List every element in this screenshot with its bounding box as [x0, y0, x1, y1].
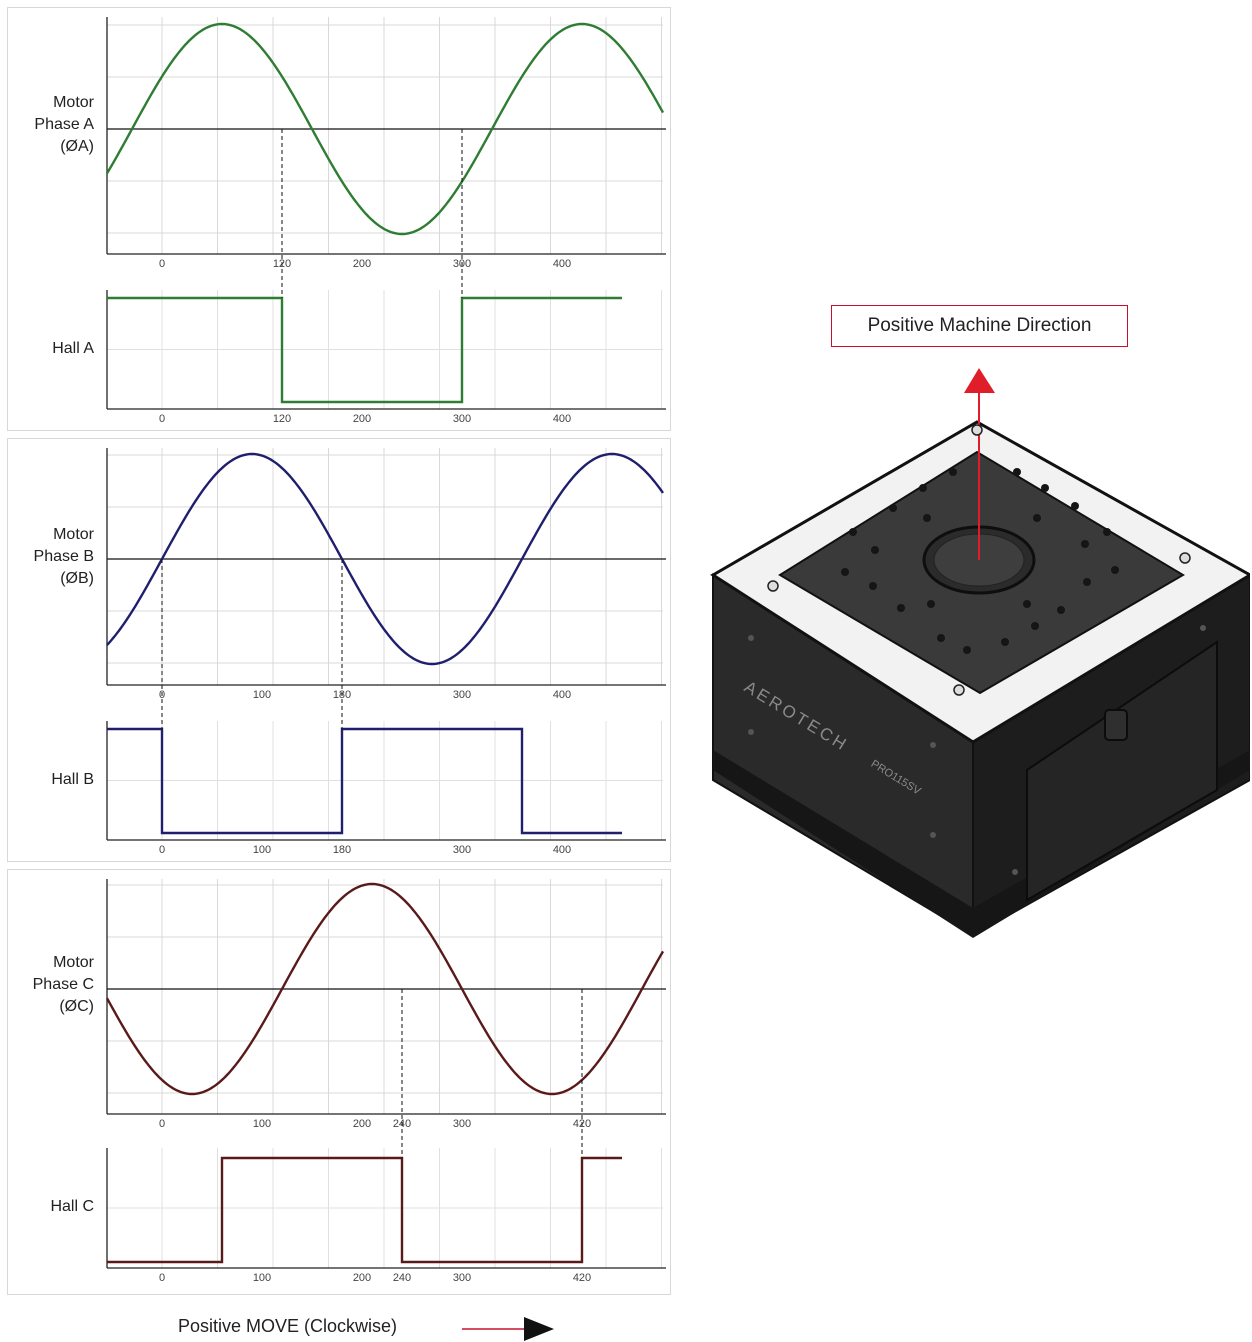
phase-c-panel: Motor Phase C (ØC) Hall C 0 100 200 240 300 4…	[7, 869, 671, 1295]
hall-tick-label: 300	[453, 413, 471, 425]
hall-a-label: Hall A	[52, 340, 94, 357]
phase-tick-label: 0	[159, 1118, 165, 1130]
phase-tick-label: 200	[353, 258, 371, 270]
phase-tick-label: 300	[453, 1118, 471, 1130]
hall-tick-label: 0	[159, 844, 165, 856]
phase-tick-label: 400	[553, 258, 571, 270]
hall-tick-label: 300	[453, 844, 471, 856]
hall-grid	[107, 290, 663, 409]
phase-tick-label: 200	[353, 1118, 371, 1130]
phase-waveform-c	[105, 882, 665, 1096]
hall-tick-label: 100	[253, 844, 271, 856]
hall-tick-label: 100	[253, 1272, 271, 1284]
phase-tick-label: 100	[253, 1118, 271, 1130]
phase-b-plot: 01001803004000100180300400	[106, 448, 666, 856]
hall-c-label: Hall C	[50, 1198, 94, 1215]
phase-waveform-b	[106, 452, 664, 666]
hall-tick-label: 300	[453, 1272, 471, 1284]
hall-tick-label: 400	[553, 413, 571, 425]
hall-tick-label: 200	[353, 1272, 371, 1284]
hall-b-label: Hall B	[51, 771, 94, 788]
phase-tick-label: 400	[553, 689, 571, 701]
phase-a-label: Motor Phase A (ØA)	[34, 94, 94, 155]
hall-tick-label: 120	[273, 413, 291, 425]
phase-grid	[107, 17, 663, 254]
hall-waveform-a	[107, 296, 622, 404]
hall-tick-label: 0	[159, 413, 165, 425]
positive-machine-direction-label: Positive Machine Direction	[831, 305, 1128, 347]
hall-tick-label: 180	[333, 844, 351, 856]
phase-c-label: Motor Phase C (ØC)	[32, 954, 94, 1015]
phase-grid	[107, 879, 663, 1114]
phase-tick-label: 300	[453, 689, 471, 701]
positive-move-label: Positive MOVE (Clockwise)	[178, 1316, 398, 1336]
phase-waveform-a	[105, 22, 665, 236]
hall-tick-label: 0	[159, 1272, 165, 1284]
hall-tick-label: 420	[573, 1272, 591, 1284]
hall-waveform-c	[107, 1156, 622, 1264]
hall-grid	[107, 1148, 663, 1268]
phase-a-panel: Motor Phase A (ØA) Hall A 0 120 200 300 400 0…	[7, 7, 671, 431]
phase-grid	[107, 448, 663, 685]
rotary-stage-image: AEROTECH PRO115SV	[710, 368, 1250, 938]
hall-waveform-b	[107, 727, 622, 835]
mounting-holes	[841, 468, 1119, 654]
phase-b-label: Motor Phase B (ØB)	[33, 526, 94, 587]
hall-tick-label: 200	[353, 413, 371, 425]
direction-arrow-icon	[964, 368, 995, 393]
hall-grid	[107, 721, 663, 840]
phase-tick-label: 100	[253, 689, 271, 701]
hall-tick-label: 240	[393, 1272, 411, 1284]
positive-move-arrow-icon	[462, 1317, 554, 1341]
phase-b-panel: Motor Phase B (ØB) Hall B 01001803004000…	[7, 438, 671, 862]
phase-tick-label: 0	[159, 258, 165, 270]
hall-tick-label: 400	[553, 844, 571, 856]
